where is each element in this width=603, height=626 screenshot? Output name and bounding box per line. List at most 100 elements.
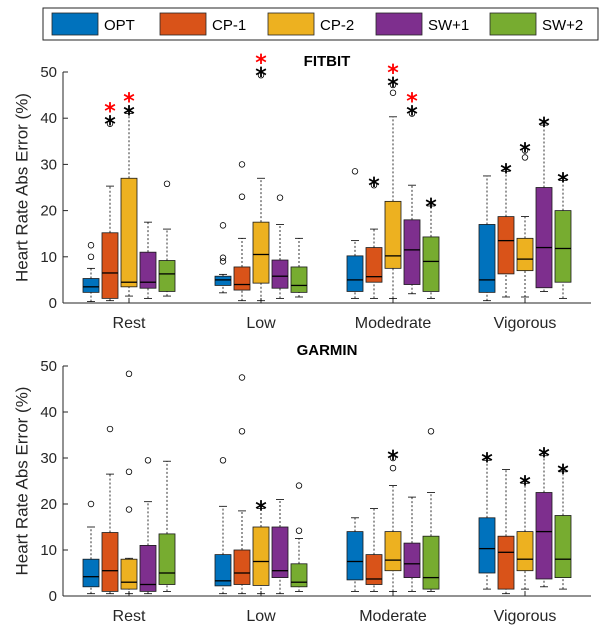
legend-label-sw1: SW+1 — [428, 17, 469, 34]
box-iqr — [346, 531, 364, 581]
outlier-point — [408, 110, 416, 117]
outlier-point — [144, 457, 152, 464]
y-tick-label: 40 — [40, 404, 57, 421]
y-tick-label: 20 — [40, 496, 57, 513]
box-opt-low — [214, 222, 232, 294]
box-sw1-low — [271, 498, 289, 595]
significance-star: * — [387, 74, 399, 99]
box-iqr — [120, 558, 138, 590]
box-sw1-rest — [139, 457, 157, 595]
box-cp1-modedrate: * — [365, 174, 383, 299]
outlier-point — [295, 527, 303, 534]
panel-fitbit: FITBIT Heart Rate Abs Error (%) 0 10 20 30 4… — [12, 51, 591, 332]
outlier-point — [219, 254, 227, 261]
y-tick-label: 50 — [40, 358, 57, 375]
legend-swatch-opt — [51, 12, 99, 36]
box-iqr — [478, 517, 496, 574]
box-sw2-modedrate: * — [422, 195, 440, 299]
y-tick-label: 20 — [40, 203, 57, 220]
box-sw1-modedrate: ** — [403, 90, 421, 295]
box-opt-vigorous — [478, 175, 496, 302]
outlier-point — [427, 428, 435, 435]
significance-star: * — [557, 461, 569, 486]
panel-title: FITBIT — [304, 53, 351, 70]
box-iqr — [365, 554, 383, 585]
box-iqr — [271, 259, 289, 289]
box-iqr — [158, 533, 176, 585]
legend-label-sw2: SW+2 — [542, 17, 583, 34]
box-cp2-low: ** — [252, 51, 270, 302]
legend-label-cp2: CP-2 — [320, 17, 354, 34]
box-cp2-modedrate: ** — [384, 61, 402, 299]
x-tick-label: Vigorous — [494, 315, 557, 332]
box-iqr — [252, 221, 270, 284]
legend-swatch-sw1 — [375, 12, 423, 36]
y-tick-label: 10 — [40, 542, 57, 559]
significance-star: * — [538, 114, 550, 139]
significance-star: * — [519, 140, 531, 165]
x-tick-label: Rest — [113, 608, 146, 625]
significance-star: * — [368, 174, 380, 199]
significance-star-red: * — [123, 90, 135, 115]
box-sw2-rest — [158, 460, 176, 592]
y-tick-label: 0 — [49, 588, 57, 605]
x-tick-label: Low — [246, 315, 276, 332]
significance-star: * — [557, 170, 569, 195]
significance-star: * — [425, 195, 437, 220]
box-sw2-low — [290, 482, 308, 592]
outlier-point — [106, 425, 114, 433]
box-cp2-rest — [120, 370, 138, 595]
legend-swatch-cp2 — [267, 12, 315, 36]
box-opt-rest — [82, 500, 100, 595]
outlier-point — [389, 464, 397, 472]
box-iqr — [422, 535, 440, 590]
x-tick-label: Moderate — [359, 608, 427, 625]
box-iqr — [101, 232, 119, 299]
box-iqr — [233, 549, 251, 585]
y-axis-label: Heart Rate Abs Error (%) — [12, 93, 31, 282]
box-opt-moderate — [346, 517, 364, 592]
y-tick-label: 50 — [40, 64, 57, 81]
box-iqr — [271, 526, 289, 578]
y-axis-label: Heart Rate Abs Error (%) — [12, 387, 31, 576]
outlier-point — [276, 194, 284, 201]
box-iqr — [82, 558, 100, 588]
legend-label-opt: OPT — [104, 17, 135, 34]
box-cp2-moderate: * — [384, 447, 402, 592]
box-iqr — [233, 266, 251, 291]
box-iqr — [214, 275, 232, 286]
outlier-point — [87, 253, 95, 260]
outlier-point — [389, 454, 397, 462]
outlier-point — [106, 120, 114, 127]
box-iqr — [139, 545, 157, 592]
outlier-point — [521, 154, 529, 161]
box-cp2-vigorous: * — [516, 140, 534, 298]
outlier-point — [219, 222, 227, 229]
outlier-point — [238, 428, 246, 435]
box-iqr — [365, 247, 383, 283]
box-iqr — [403, 542, 421, 578]
box-sw1-vigorous: * — [535, 445, 553, 588]
box-sw2-vigorous: * — [554, 170, 572, 299]
box-sw2-moderate — [422, 428, 440, 592]
significance-star: * — [500, 160, 512, 185]
box-cp2-rest: ** — [120, 90, 138, 297]
box-iqr — [554, 210, 572, 283]
outlier-point — [125, 468, 133, 475]
x-tick-label: Low — [246, 608, 276, 625]
panel-garmin: GARMIN Heart Rate Abs Error (%) 0 10 20 30 4… — [12, 342, 591, 625]
box-iqr — [290, 563, 308, 588]
box-cp1-rest — [101, 425, 119, 595]
box-iqr — [384, 531, 402, 572]
outlier-point — [87, 242, 95, 249]
y-tick-label: 40 — [40, 110, 57, 127]
significance-star: * — [255, 64, 267, 89]
box-iqr — [82, 278, 100, 293]
box-opt-low — [214, 457, 232, 595]
box-iqr — [384, 200, 402, 269]
box-sw2-low — [290, 237, 308, 298]
box-iqr — [214, 554, 232, 587]
box-cp1-rest: ** — [101, 100, 119, 302]
box-iqr — [535, 492, 553, 580]
outlier-point — [389, 89, 397, 96]
